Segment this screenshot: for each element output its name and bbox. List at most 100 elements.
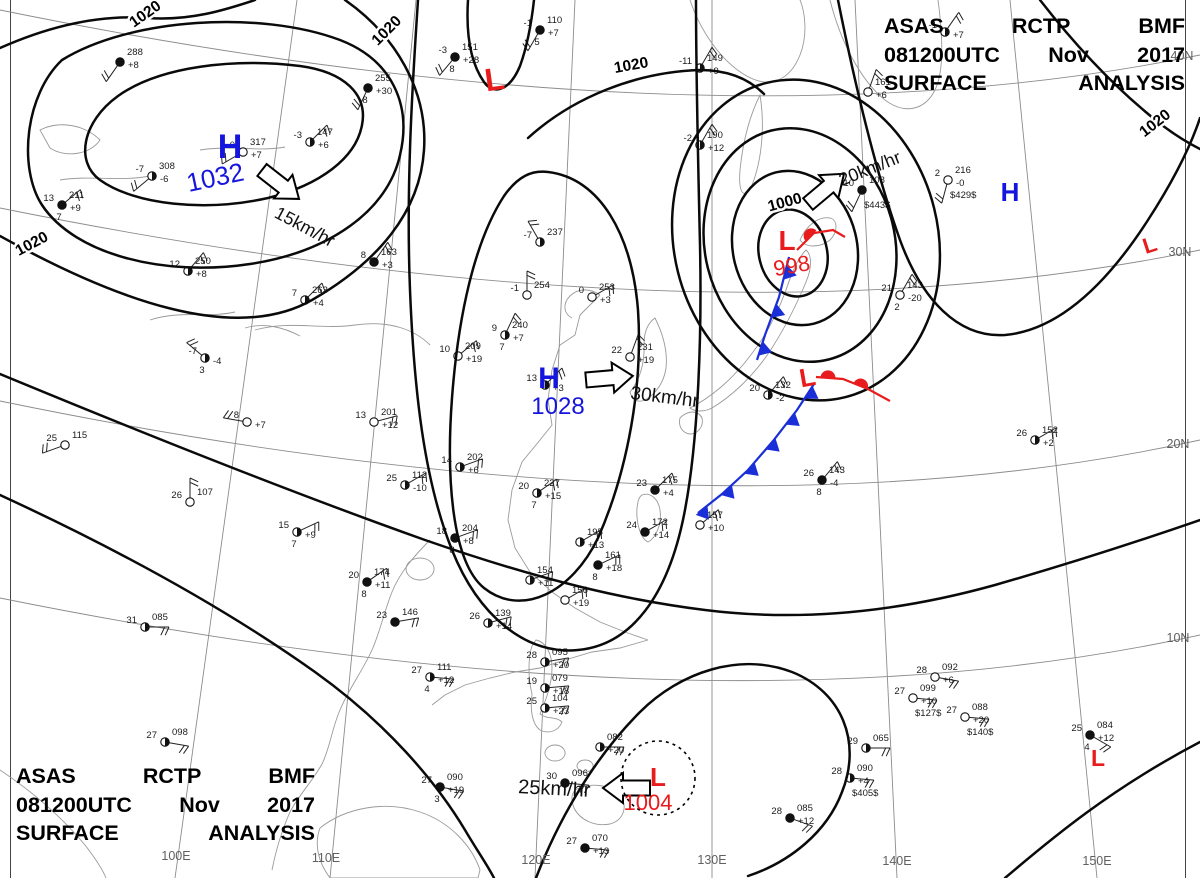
wind-barb-shaft bbox=[917, 697, 937, 701]
wind-barb-feather bbox=[565, 705, 570, 715]
station-pressure: 107 bbox=[197, 487, 213, 498]
wind-barb-feather bbox=[552, 481, 556, 491]
station-temperature: 27 bbox=[566, 836, 577, 847]
station-pressure: 190 bbox=[707, 130, 723, 141]
movement-speed-label: 15km/hr bbox=[271, 203, 338, 251]
wind-barb-feather bbox=[565, 657, 570, 667]
station-pressure: 161 bbox=[605, 550, 621, 561]
station-circle bbox=[535, 25, 545, 35]
station-change: +4 bbox=[313, 298, 324, 309]
wind-barb-feather bbox=[958, 12, 964, 21]
wind-barb-feather bbox=[395, 415, 398, 425]
station-circle bbox=[930, 672, 940, 682]
wind-barb-shaft bbox=[357, 91, 367, 110]
wind-barb-shaft bbox=[463, 458, 483, 467]
station-plot: 288+8 bbox=[101, 47, 143, 82]
station-change: +4 bbox=[663, 488, 674, 499]
station-change: +6 bbox=[876, 90, 887, 101]
station-pressure: 174 bbox=[374, 567, 390, 578]
station-circle bbox=[587, 292, 597, 302]
station-aux: 5 bbox=[534, 37, 539, 48]
station-circle bbox=[908, 693, 918, 703]
grid-coordinate-label: 130E bbox=[697, 853, 726, 867]
station-temperature: 10 bbox=[439, 344, 450, 355]
station-pressure: 098 bbox=[172, 727, 188, 738]
station-change: +8 bbox=[196, 269, 207, 280]
wind-barb-feather bbox=[448, 678, 455, 688]
wind-barb-shaft bbox=[221, 153, 240, 165]
station-plot: 25 112 -10 bbox=[386, 470, 427, 494]
station-pressure: 216 bbox=[955, 165, 971, 176]
isobar-1020-west bbox=[0, 0, 426, 319]
wind-barb-feather bbox=[227, 410, 234, 419]
wind-barb-feather bbox=[222, 410, 229, 419]
station-change: -0 bbox=[956, 178, 964, 189]
low-pressure-symbol: L bbox=[1091, 745, 1105, 771]
station-plot: 082+20 bbox=[595, 732, 625, 756]
title-line: SURFACE ANALYSIS bbox=[884, 69, 1185, 98]
isobar-low1004-arc bbox=[534, 662, 851, 878]
station-temperature: -1 bbox=[511, 283, 519, 294]
station-change: +15 bbox=[545, 491, 561, 502]
station-circle bbox=[560, 778, 570, 788]
title-word: 081200UTC bbox=[16, 792, 132, 817]
station-circle bbox=[242, 417, 252, 427]
coastlines bbox=[0, 0, 943, 878]
wind-barb-shaft bbox=[527, 33, 539, 52]
title-word: 2017 bbox=[1137, 42, 1185, 67]
isobar-low998-r4 bbox=[670, 78, 942, 402]
wind-barb-feather bbox=[101, 73, 107, 82]
title-word: SURFACE bbox=[16, 821, 119, 846]
station-change: +7 bbox=[251, 150, 262, 161]
station-circle-half bbox=[866, 743, 871, 753]
wind-barb-shaft bbox=[701, 46, 713, 65]
station-pressure: 201 bbox=[381, 407, 397, 418]
grid-coordinate-label: 40N bbox=[1171, 49, 1194, 63]
station-pressure: 092 bbox=[942, 662, 958, 673]
station-temperature: -3 bbox=[294, 130, 302, 141]
station-temperature: 22 bbox=[611, 345, 622, 356]
station-plot: 14 202 +6 bbox=[441, 452, 484, 476]
station-extra: $127$ bbox=[915, 708, 942, 719]
wind-barb-feather bbox=[581, 590, 584, 600]
lon-120e bbox=[534, 0, 576, 878]
wind-barb-feather bbox=[477, 460, 479, 470]
station-change: +8 bbox=[463, 536, 474, 547]
station-circle bbox=[369, 417, 379, 427]
isobar-high1032-outer bbox=[26, 20, 405, 269]
wind-barb-shaft bbox=[568, 587, 587, 599]
station-plot: 20 132 -2 bbox=[749, 376, 791, 404]
station-plot: 13 211 +9 7 bbox=[43, 189, 84, 223]
wind-barb-shaft bbox=[630, 334, 639, 354]
warm-front-semicircle bbox=[853, 378, 869, 389]
station-plot: 10 108 $443$ bbox=[843, 175, 891, 213]
wind-barb-feather bbox=[801, 824, 809, 832]
high-pressure-symbol: H bbox=[538, 362, 560, 395]
movement-arrow bbox=[584, 360, 635, 395]
wind-barb-feather bbox=[561, 367, 566, 377]
station-plot: 22 231 +19 bbox=[611, 334, 654, 366]
wind-barb-feather bbox=[875, 69, 883, 77]
wind-barb-feather bbox=[556, 479, 559, 489]
title-word: RCTP bbox=[1011, 14, 1071, 38]
station-temperature: 20 bbox=[749, 383, 760, 394]
wind-barb-feather bbox=[711, 46, 718, 55]
title-block-top-right: ASAS RCTP BMF 081200UTC Nov 2017 SURFACE ANAL… bbox=[884, 12, 1185, 98]
wind-barb-feather bbox=[665, 519, 668, 530]
low-pressure-symbol: L bbox=[797, 361, 818, 393]
station-pressure: 163 bbox=[381, 247, 397, 258]
wind-barb-shaft bbox=[439, 59, 453, 76]
station-temperature: 27 bbox=[411, 665, 422, 676]
station-plot: -7 237 bbox=[524, 219, 563, 247]
station-temperature: 12 bbox=[169, 259, 180, 270]
station-change: +19 bbox=[448, 785, 464, 796]
station-pressure: 254 bbox=[534, 280, 550, 291]
warm-front-semicircle bbox=[820, 370, 836, 379]
warm-front-semicircle bbox=[803, 228, 817, 242]
station-pressure: 115 bbox=[72, 430, 87, 441]
station-circle-half bbox=[545, 380, 550, 390]
title-word: RCTP bbox=[142, 764, 202, 788]
station-temperature: 27 bbox=[421, 775, 432, 786]
station-pressure: 237 bbox=[547, 227, 563, 238]
station-pressure: 263 bbox=[312, 285, 328, 296]
